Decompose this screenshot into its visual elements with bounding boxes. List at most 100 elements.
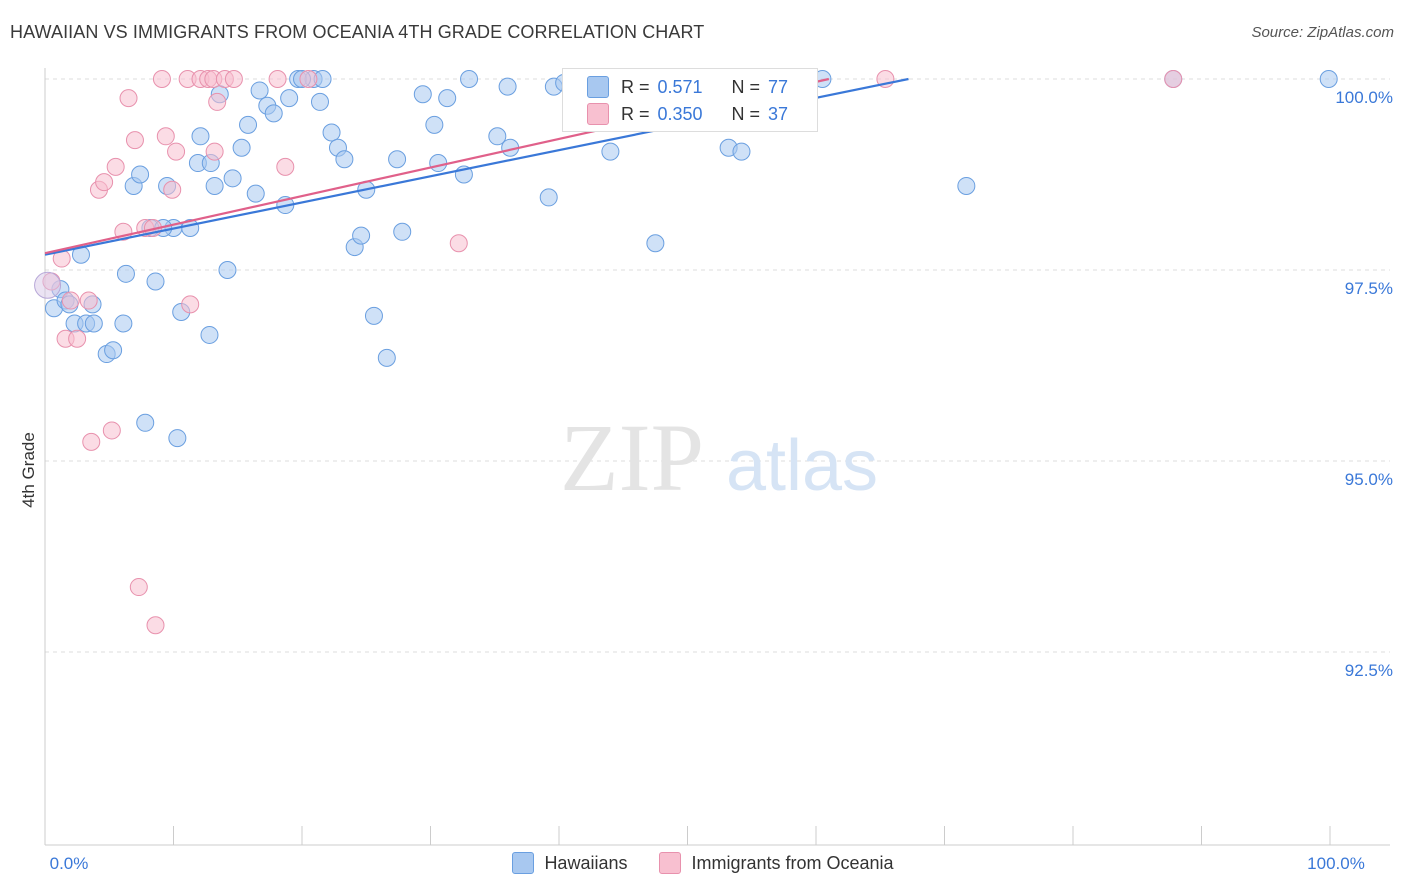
legend-item-hawaiians[interactable]: Hawaiians — [512, 852, 627, 874]
legend-swatch-oceania — [659, 852, 682, 874]
point-hawaiians — [232, 138, 251, 157]
legend-swatch-hawaiians — [512, 852, 535, 874]
point-hawaiians — [168, 429, 187, 448]
point-hawaiians — [352, 226, 371, 245]
point-hawaiians — [364, 306, 383, 325]
point-hawaiians — [429, 154, 448, 173]
n-value: 37 — [768, 103, 789, 124]
point-oceania — [205, 142, 224, 161]
r-value: 0.571 — [657, 76, 703, 97]
point-hawaiians — [732, 142, 751, 161]
point-hawaiians — [104, 341, 123, 360]
point-oceania — [449, 234, 468, 253]
point-hawaiians — [239, 115, 258, 134]
point-hawaiians — [205, 176, 224, 195]
point-hawaiians — [601, 142, 620, 161]
point-hawaiians — [280, 89, 299, 108]
point-hawaiians — [438, 89, 457, 108]
point-hawaiians — [413, 85, 432, 104]
point-oceania — [106, 157, 125, 176]
chart-title: HAWAIIAN VS IMMIGRANTS FROM OCEANIA 4TH … — [10, 22, 705, 42]
point-oceania — [163, 180, 182, 199]
n-label: N = — [731, 76, 761, 97]
legend-label: Immigrants from Oceania — [691, 852, 894, 873]
point-oceania — [1164, 70, 1183, 88]
point-oceania — [119, 89, 138, 108]
point-hawaiians — [246, 184, 265, 203]
point-hawaiians — [957, 176, 976, 195]
y-tick-label: 97.5% — [1345, 279, 1393, 298]
point-hawaiians — [116, 264, 135, 283]
point-oceania — [129, 578, 148, 597]
point-oceania — [102, 421, 121, 440]
point-hawaiians — [223, 169, 242, 188]
legend-item-oceania[interactable]: Immigrants from Oceania — [659, 852, 894, 874]
point-hawaiians — [335, 150, 354, 169]
point-oceania — [224, 70, 243, 88]
point-oceania — [61, 291, 80, 310]
point-oceania — [82, 432, 101, 451]
data-points — [34, 70, 1338, 635]
point-hawaiians — [310, 92, 329, 111]
y-tick-label: 100.0% — [1335, 88, 1393, 107]
point-hawaiians — [460, 70, 479, 88]
n-value: 77 — [768, 76, 789, 97]
point-oceania — [95, 173, 114, 192]
stats-swatch-oceania — [587, 103, 609, 125]
point-hawaiians — [322, 123, 341, 142]
point-hawaiians — [498, 77, 517, 96]
r-label: R = — [621, 76, 650, 97]
stats-swatch-hawaiians — [587, 76, 609, 98]
point-oceania — [79, 291, 98, 310]
point-oceania — [276, 157, 295, 176]
point-hawaiians — [377, 348, 396, 367]
legend-label: Hawaiians — [544, 852, 628, 873]
point-hawaiians — [84, 314, 103, 333]
point-oceania — [181, 295, 200, 314]
point-hawaiians — [131, 165, 150, 184]
point-oceania — [299, 70, 318, 88]
point-hawaiians — [393, 222, 412, 241]
legend: Hawaiians Immigrants from Oceania — [0, 852, 1406, 874]
point-hawaiians — [200, 325, 219, 344]
stats-box: R = 0.571 N = 77 R = 0.350 N = 37 — [562, 68, 818, 132]
y-tick-label: 92.5% — [1345, 661, 1393, 680]
r-label: R = — [621, 103, 650, 124]
watermark-atlas: atlas — [726, 426, 878, 506]
y-tick-label: 95.0% — [1345, 470, 1393, 489]
point-oceania — [167, 142, 186, 161]
n-label: N = — [731, 103, 761, 124]
point-hawaiians — [646, 234, 665, 253]
point-hawaiians — [191, 127, 210, 146]
x-tick-label: 0.0% — [50, 854, 89, 873]
point-hawaiians — [114, 314, 133, 333]
point-hawaiians — [136, 413, 155, 432]
tick-labels: 100.0% 97.5% 95.0% 92.5% 0.0% 100.0% — [50, 88, 1393, 873]
x-tick-label: 100.0% — [1307, 854, 1365, 873]
point-hawaiians — [425, 115, 444, 134]
point-oceania — [68, 329, 87, 348]
r-value: 0.350 — [657, 103, 703, 124]
y-axis-label: 4th Grade — [19, 432, 38, 508]
point-hawaiians — [488, 127, 507, 146]
stats-row-oceania: R = 0.350 N = 37 — [587, 103, 788, 125]
watermark-zip: ZIP — [560, 404, 704, 511]
stats-row-hawaiians: R = 0.571 N = 77 — [587, 76, 788, 98]
point-hawaiians — [388, 150, 407, 169]
point-hawaiians — [1319, 70, 1338, 88]
point-hawaiians — [250, 81, 269, 100]
point-hawaiians — [539, 188, 558, 207]
point-oceania — [268, 70, 287, 88]
point-cluster — [34, 271, 62, 299]
point-oceania — [125, 131, 144, 150]
point-oceania — [208, 92, 227, 111]
point-hawaiians — [218, 261, 237, 279]
point-hawaiians — [264, 104, 283, 123]
point-oceania — [156, 127, 175, 146]
source-label: Source: ZipAtlas.com — [1251, 24, 1394, 41]
axes — [44, 68, 1390, 846]
point-hawaiians — [146, 272, 165, 291]
point-oceania — [152, 70, 171, 88]
point-oceania — [146, 616, 165, 635]
